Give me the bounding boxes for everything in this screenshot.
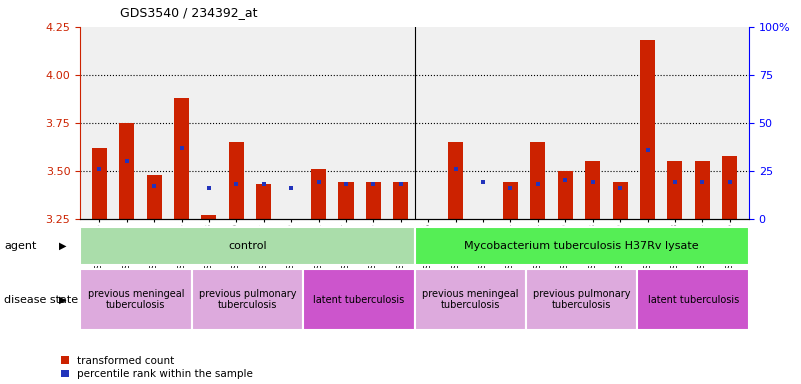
Bar: [303, 269, 415, 330]
Bar: [80, 227, 415, 265]
Legend: transformed count, percentile rank within the sample: transformed count, percentile rank withi…: [62, 356, 253, 379]
Bar: [640, 40, 655, 219]
Bar: [92, 148, 107, 219]
Text: latent tuberculosis: latent tuberculosis: [313, 295, 405, 305]
Text: agent: agent: [4, 241, 36, 251]
Bar: [339, 182, 353, 219]
Bar: [147, 175, 162, 219]
Text: disease state: disease state: [4, 295, 78, 305]
Bar: [415, 227, 749, 265]
Bar: [191, 269, 303, 330]
Bar: [311, 169, 326, 219]
Text: previous meningeal
tuberculosis: previous meningeal tuberculosis: [422, 289, 518, 310]
Bar: [174, 98, 189, 219]
Bar: [638, 269, 749, 330]
Text: ▶: ▶: [58, 241, 66, 251]
Text: control: control: [228, 241, 267, 251]
Bar: [393, 182, 409, 219]
Bar: [119, 123, 135, 219]
Bar: [415, 269, 526, 330]
Bar: [503, 182, 518, 219]
Bar: [526, 269, 638, 330]
Bar: [229, 142, 244, 219]
Bar: [256, 184, 272, 219]
Text: GDS3540 / 234392_at: GDS3540 / 234392_at: [120, 6, 258, 19]
Bar: [667, 161, 682, 219]
Text: ▶: ▶: [58, 295, 66, 305]
Text: previous pulmonary
tuberculosis: previous pulmonary tuberculosis: [533, 289, 630, 310]
Bar: [201, 215, 216, 219]
Bar: [366, 182, 381, 219]
Bar: [530, 142, 545, 219]
Bar: [476, 219, 490, 225]
Bar: [586, 161, 600, 219]
Text: previous meningeal
tuberculosis: previous meningeal tuberculosis: [87, 289, 184, 310]
Bar: [80, 269, 191, 330]
Text: previous pulmonary
tuberculosis: previous pulmonary tuberculosis: [199, 289, 296, 310]
Bar: [723, 156, 737, 219]
Bar: [613, 182, 628, 219]
Bar: [557, 171, 573, 219]
Bar: [694, 161, 710, 219]
Text: Mycobacterium tuberculosis H37Rv lysate: Mycobacterium tuberculosis H37Rv lysate: [465, 241, 699, 251]
Text: latent tuberculosis: latent tuberculosis: [647, 295, 739, 305]
Bar: [448, 142, 463, 219]
